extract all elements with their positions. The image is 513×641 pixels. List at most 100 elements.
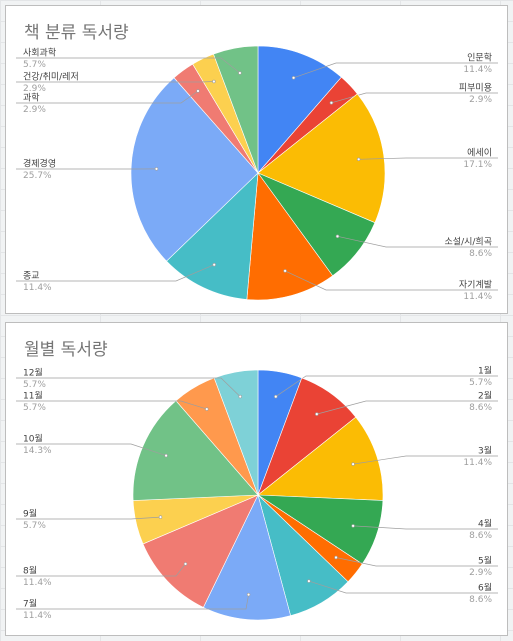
leader-line (16, 81, 214, 83)
slice-percent: 2.9% (469, 568, 492, 578)
leader-line (16, 563, 186, 577)
slice-percent: 8.6% (469, 531, 492, 541)
slice-label: 10월 (23, 433, 43, 445)
slice-percent: 11.4% (23, 283, 52, 293)
chart-book-category[interactable]: 책 분류 독서량 인문학 11.4% 피부미용 2.9% 에세이 17.1% 소설/시/희곡… (5, 5, 508, 314)
slice-label: 에세이 (467, 148, 492, 159)
leader-dot (329, 101, 334, 105)
leader-line (16, 264, 215, 282)
leader-dot (238, 394, 242, 399)
slice-percent: 5.7% (23, 403, 46, 413)
leader-dot (246, 592, 251, 597)
slice-label: 경제경영 (23, 158, 56, 170)
leader-dot (196, 89, 200, 93)
slice-label: 소설/시/희곡 (445, 236, 492, 248)
pie-slice[interactable] (257, 45, 342, 174)
slice-label: 4월 (478, 518, 492, 530)
slice-percent: 11.4% (463, 65, 492, 75)
leader-line (316, 400, 498, 415)
leader-line (16, 377, 241, 397)
leader-line (284, 270, 498, 291)
slice-label: 피부미용 (459, 83, 492, 94)
slice-label: 3월 (478, 445, 492, 457)
pie-slice[interactable] (246, 172, 334, 301)
slice-label: 종교 (23, 271, 40, 282)
leader-dot (183, 562, 188, 566)
slice-percent: 11.4% (23, 578, 52, 588)
slice-percent: 25.7% (23, 171, 52, 181)
slice-label: 5월 (478, 555, 492, 567)
pie-slice[interactable] (213, 45, 259, 174)
slice-percent: 5.7% (23, 60, 46, 70)
slice-label: 과학 (23, 93, 40, 104)
leader-dot (154, 167, 159, 171)
slice-label: 7월 (23, 598, 37, 610)
slice-percent: 14.3% (23, 446, 52, 456)
chart-title: 월별 독서량 (24, 340, 108, 360)
chart-monthly[interactable]: 월별 독서량 1월 5.7% 2월 8.6% 3월 11.4% 4월 8.6% 5월 2.9% 6월… (5, 322, 508, 636)
leader-line (16, 57, 241, 74)
leader-dot (205, 407, 209, 411)
leader-dot (164, 453, 168, 458)
leader-dot (351, 462, 355, 466)
slice-label: 11월 (23, 390, 43, 402)
leader-dot (158, 515, 163, 519)
leader-dot (334, 555, 338, 560)
leader-line (16, 90, 199, 104)
leader-dot (335, 234, 340, 239)
slice-percent: 8.6% (469, 249, 492, 259)
leader-line (353, 455, 498, 465)
slice-percent: 11.4% (463, 458, 492, 468)
pie-slice[interactable] (257, 416, 384, 501)
leader-dot (357, 157, 361, 162)
leader-line (16, 594, 249, 610)
slice-percent: 17.1% (463, 160, 492, 170)
leader-dot (351, 524, 355, 528)
leader-line (16, 516, 161, 520)
leader-line (308, 580, 498, 594)
slice-percent: 2.9% (23, 105, 46, 115)
slice-label: 9월 (23, 508, 37, 520)
leader-dot (315, 412, 319, 416)
leader-line (16, 443, 167, 456)
slice-label: 2월 (478, 390, 492, 402)
slice-label: 8월 (23, 565, 37, 577)
slice-percent: 2.9% (469, 95, 492, 105)
leader-line (275, 375, 498, 397)
slice-percent: 11.4% (23, 611, 52, 621)
slice-percent: 11.4% (463, 292, 492, 302)
leader-dot (212, 79, 216, 84)
leader-line (337, 235, 498, 248)
slice-percent: 2.9% (23, 84, 46, 94)
pie-slice[interactable] (142, 494, 259, 608)
leader-line (353, 525, 498, 530)
leader-line (331, 92, 498, 104)
pie-slice[interactable] (132, 400, 259, 501)
slice-percent: 8.6% (469, 403, 492, 413)
leader-dot (238, 71, 242, 75)
slice-label: 1월 (478, 365, 492, 377)
slice-label: 건강/취미/레저 (23, 72, 79, 83)
slice-label: 사회과학 (23, 48, 56, 59)
slice-percent: 5.7% (23, 521, 46, 531)
leader-line (358, 157, 498, 160)
pie-chart-book-category: 인문학11.4%피부미용2.9%에세이17.1%소설/시/희곡8.6%자기계발1… (16, 45, 498, 302)
leader-line (16, 400, 207, 410)
leader-dot (283, 269, 287, 273)
leader-line (293, 62, 498, 79)
chart-title: 책 분류 독서량 (24, 23, 129, 43)
slice-label: 인문학 (467, 53, 492, 64)
pie-slice[interactable] (166, 172, 259, 300)
leader-line (335, 557, 498, 567)
pie-chart-monthly: 1월5.7%2월8.6%3월11.4%4월8.6%5월2.9%6월8.6%7월1… (16, 365, 498, 621)
pie-slice[interactable] (257, 93, 386, 224)
slice-label: 자기계발 (459, 279, 492, 291)
pie-slice[interactable] (130, 77, 259, 262)
slice-label: 6월 (478, 582, 492, 594)
slice-percent: 8.6% (469, 595, 492, 605)
slice-percent: 5.7% (23, 380, 46, 390)
slice-percent: 5.7% (469, 378, 492, 388)
leader-dot (307, 579, 311, 583)
leader-dot (212, 263, 216, 267)
slice-label: 12월 (23, 367, 43, 379)
